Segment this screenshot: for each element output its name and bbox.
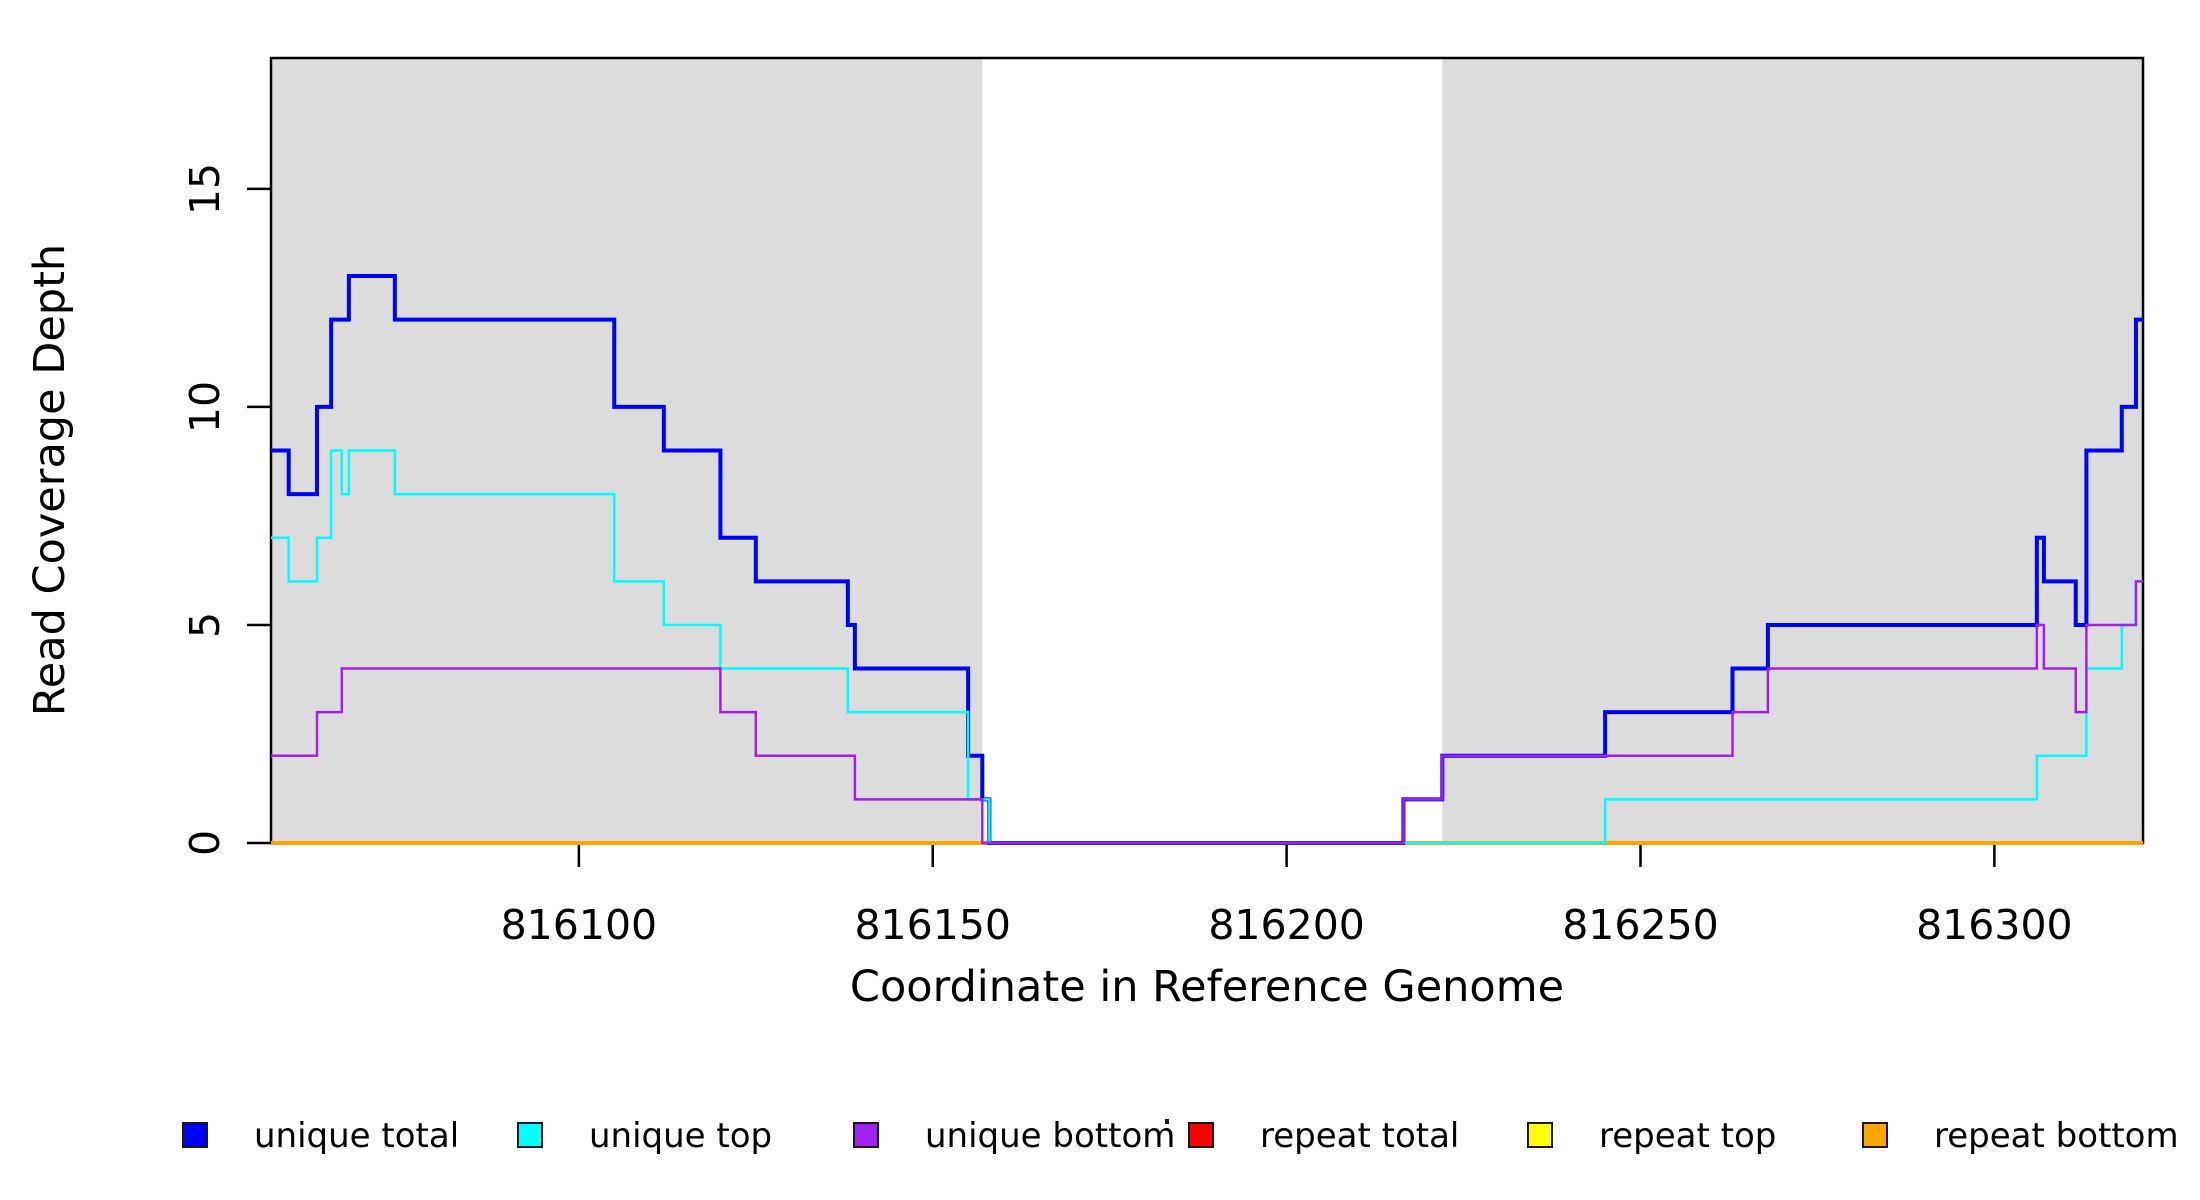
series-line-unique-bottom [271,580,2143,845]
shaded-region-2 [1442,58,2143,843]
x-tick-label: 816250 [1562,901,1719,949]
x-tick-label: 816150 [854,901,1011,949]
y-tick-label: 0 [181,829,229,857]
x-tick-label: 816100 [500,901,658,949]
x-axis-title: Coordinate in Reference Genome [849,962,1565,1012]
x-tick-label: 816300 [1916,901,2073,949]
y-tick-label: 5 [181,611,229,638]
y-tick-label: 10 [181,380,229,433]
y-tick-label: 15 [181,162,229,215]
x-axis-title-wrap: Coordinate in Reference Genome [271,962,2143,1012]
series-line-unique-top [271,449,2143,845]
series-line-unique-total [271,274,2143,845]
y-axis-title-wrap: Read Coverage Depth [20,170,80,790]
stray-dot-mark [1165,1119,1169,1124]
x-tick-label: 816200 [1208,901,1365,949]
y-axis-title: Read Coverage Depth [25,243,75,717]
